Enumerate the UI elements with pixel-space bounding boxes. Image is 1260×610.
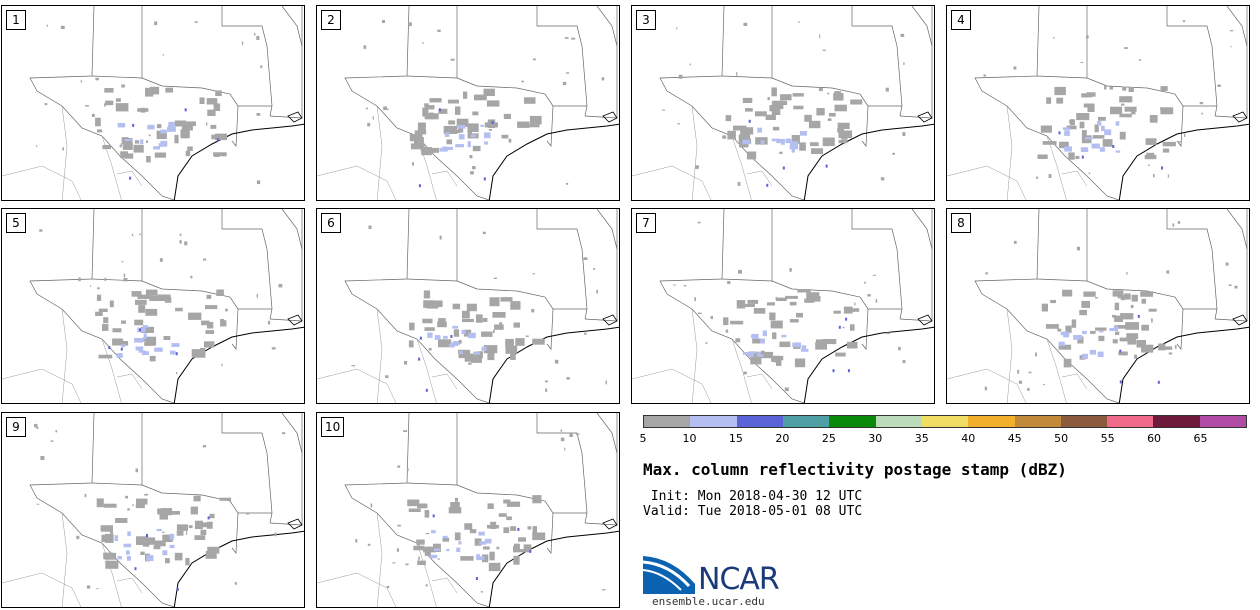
member-number-label: 7 [636, 213, 656, 233]
ensemble-member-panel: 2 [316, 5, 620, 201]
member-number-label: 1 [6, 10, 26, 30]
colorbar-segment [1060, 416, 1108, 427]
colorbar-segment [1014, 416, 1061, 427]
member-number-label: 9 [6, 417, 26, 437]
colorbar-tick-label: 15 [728, 432, 743, 445]
colorbar-tick-label: 45 [1007, 432, 1022, 445]
colorbar-segment [968, 416, 1015, 427]
ensemble-member-panel: 8 [946, 208, 1250, 404]
init-time: Init: Mon 2018-04-30 12 UTC [643, 489, 863, 504]
colorbar-tick-label: 25 [821, 432, 836, 445]
member-number-label: 2 [321, 10, 341, 30]
colorbar-tick-label: 10 [682, 432, 697, 445]
colorbar-tick-label: 55 [1100, 432, 1115, 445]
colorbar-tick-label: 20 [775, 432, 790, 445]
colorbar-ticks: 5 10 15 20 25 30 35 40 45 50 55 60 65 [639, 432, 1247, 446]
colorbar [643, 415, 1247, 428]
colorbar-segment [644, 416, 691, 427]
colorbar-segment [782, 416, 830, 427]
colorbar-tick-label: 65 [1193, 432, 1208, 445]
site-url[interactable]: ensemble.ucar.edu [652, 595, 765, 608]
colorbar-tick-label: 50 [1054, 432, 1069, 445]
colorbar-tick-label: 35 [914, 432, 929, 445]
member-number-label: 6 [321, 213, 341, 233]
colorbar-segment [690, 416, 737, 427]
product-title: Max. column reflectivity postage stamp (… [643, 460, 1067, 479]
ensemble-member-panel: 9 [1, 412, 305, 608]
colorbar-segment [1107, 416, 1154, 427]
member-number-label: 10 [321, 417, 345, 437]
ensemble-member-panel: 7 [631, 208, 935, 404]
ncar-logo-icon [643, 556, 695, 594]
colorbar-tick-label: 5 [639, 432, 647, 445]
ensemble-member-panel: 6 [316, 208, 620, 404]
logo-text: NCAR [698, 562, 780, 597]
colorbar-tick-label: 40 [961, 432, 976, 445]
ensemble-member-panel: 3 [631, 5, 935, 201]
colorbar-segment [736, 416, 783, 427]
member-number-label: 3 [636, 10, 656, 30]
ensemble-member-panel: 1 [1, 5, 305, 201]
colorbar-segment [875, 416, 922, 427]
colorbar-segment [1153, 416, 1200, 427]
member-number-label: 5 [6, 213, 26, 233]
ensemble-member-panel: 10 [316, 412, 620, 608]
member-number-label: 8 [951, 213, 971, 233]
colorbar-tick-label: 30 [868, 432, 883, 445]
colorbar-segment [1199, 416, 1247, 427]
colorbar-tick-label: 60 [1147, 432, 1162, 445]
member-number-label: 4 [951, 10, 971, 30]
colorbar-segment [921, 416, 969, 427]
ensemble-member-panel: 4 [946, 5, 1250, 201]
valid-time: Valid: Tue 2018-05-01 08 UTC [643, 504, 863, 519]
ensemble-member-panel: 5 [1, 208, 305, 404]
colorbar-segment [829, 416, 876, 427]
